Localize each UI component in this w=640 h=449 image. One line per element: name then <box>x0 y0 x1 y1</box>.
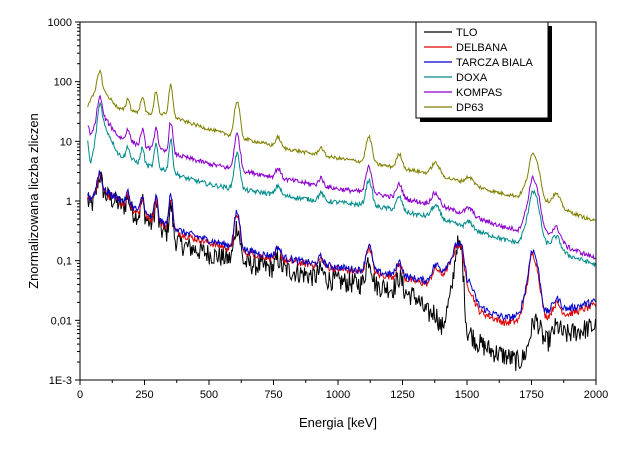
legend-label: DELBANA <box>456 42 508 54</box>
x-tick-label: 2000 <box>584 389 608 401</box>
series-line <box>87 68 596 222</box>
y-tick-label: 1E-3 <box>49 375 72 387</box>
y-axis-title: Znormalizowana liczba zliczen <box>26 113 41 289</box>
y-tick-label: 1000 <box>48 17 72 29</box>
x-tick-label: 1000 <box>326 389 350 401</box>
y-tick-label: 0,1 <box>57 256 72 268</box>
y-tick-label: 1 <box>66 196 72 208</box>
x-tick-label: 1250 <box>390 389 414 401</box>
y-tick-label: 10 <box>60 136 72 148</box>
legend: TLO DELBANA TARCZA BIALA DOXA KOMPAS DP63 <box>415 21 552 122</box>
series-line <box>87 102 596 268</box>
y-tick-label: 0,01 <box>51 315 72 327</box>
legend-label: DP63 <box>456 102 484 114</box>
y-axis: 1E-3 0,01 0,1 1 10 100 1000 <box>48 17 80 387</box>
x-tick-label: 1750 <box>519 389 543 401</box>
x-axis: 0 250 500 750 1000 1250 1500 1750 2000 <box>77 380 608 401</box>
x-tick-label: 250 <box>135 389 153 401</box>
x-tick-label: 0 <box>77 389 83 401</box>
legend-label: TARCZA BIALA <box>456 57 533 69</box>
x-tick-label: 750 <box>264 389 282 401</box>
legend-items: TLO DELBANA TARCZA BIALA DOXA KOMPAS DP63 <box>424 27 533 114</box>
series-line <box>87 95 596 260</box>
x-tick-label: 1500 <box>455 389 479 401</box>
series-line <box>87 169 596 321</box>
legend-box <box>415 21 549 119</box>
legend-label: TLO <box>456 27 478 39</box>
x-axis-title: Energia [keV] <box>299 415 377 430</box>
x-tick-label: 500 <box>200 389 218 401</box>
legend-label: KOMPAS <box>456 87 502 99</box>
plot-series <box>87 68 596 372</box>
y-tick-label: 100 <box>54 77 72 89</box>
legend-label: DOXA <box>456 72 488 84</box>
